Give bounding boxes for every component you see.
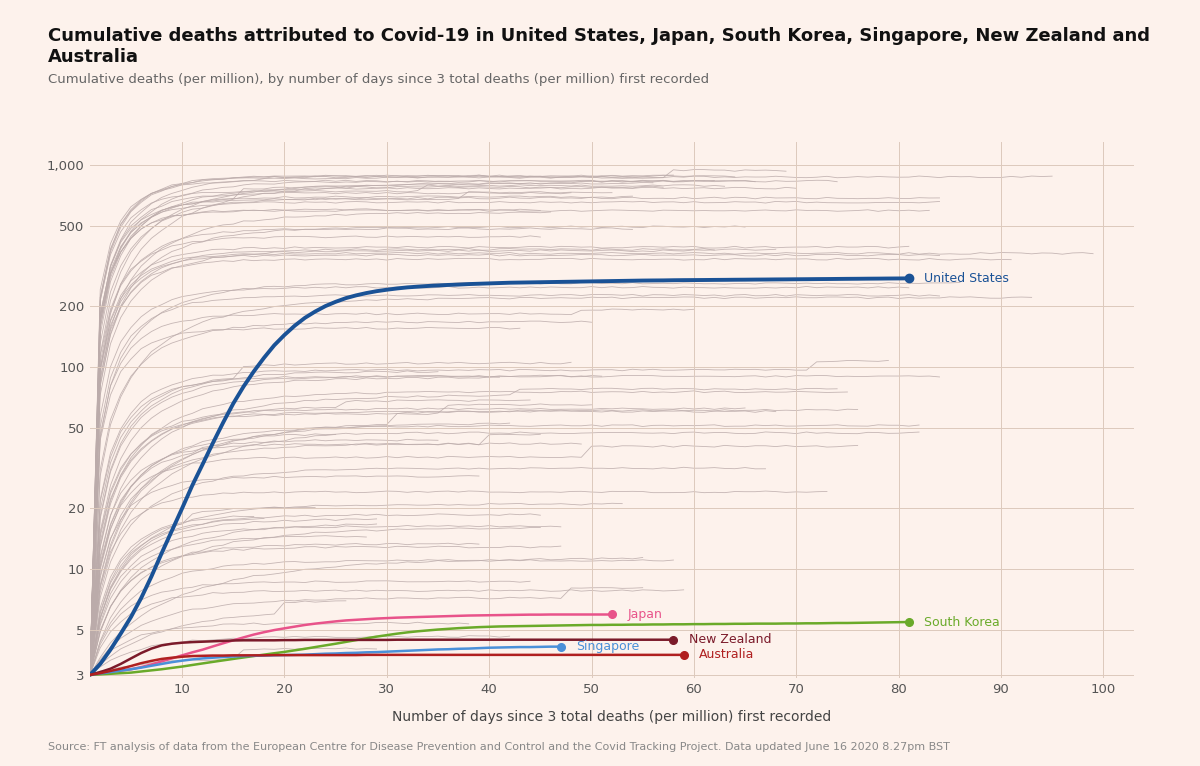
Text: Source: FT analysis of data from the European Centre for Disease Prevention and : Source: FT analysis of data from the Eur… xyxy=(48,742,950,752)
Text: South Korea: South Korea xyxy=(924,616,1000,629)
X-axis label: Number of days since 3 total deaths (per million) first recorded: Number of days since 3 total deaths (per… xyxy=(392,710,832,725)
Text: Singapore: Singapore xyxy=(576,640,640,653)
Text: New Zealand: New Zealand xyxy=(689,633,772,647)
Text: United States: United States xyxy=(924,272,1009,285)
Text: Australia: Australia xyxy=(698,648,755,661)
Text: Japan: Japan xyxy=(628,608,662,621)
Text: Cumulative deaths attributed to Covid-19 in United States, Japan, South Korea, S: Cumulative deaths attributed to Covid-19… xyxy=(48,27,1150,66)
Text: Cumulative deaths (per million), by number of days since 3 total deaths (per mil: Cumulative deaths (per million), by numb… xyxy=(48,73,709,86)
